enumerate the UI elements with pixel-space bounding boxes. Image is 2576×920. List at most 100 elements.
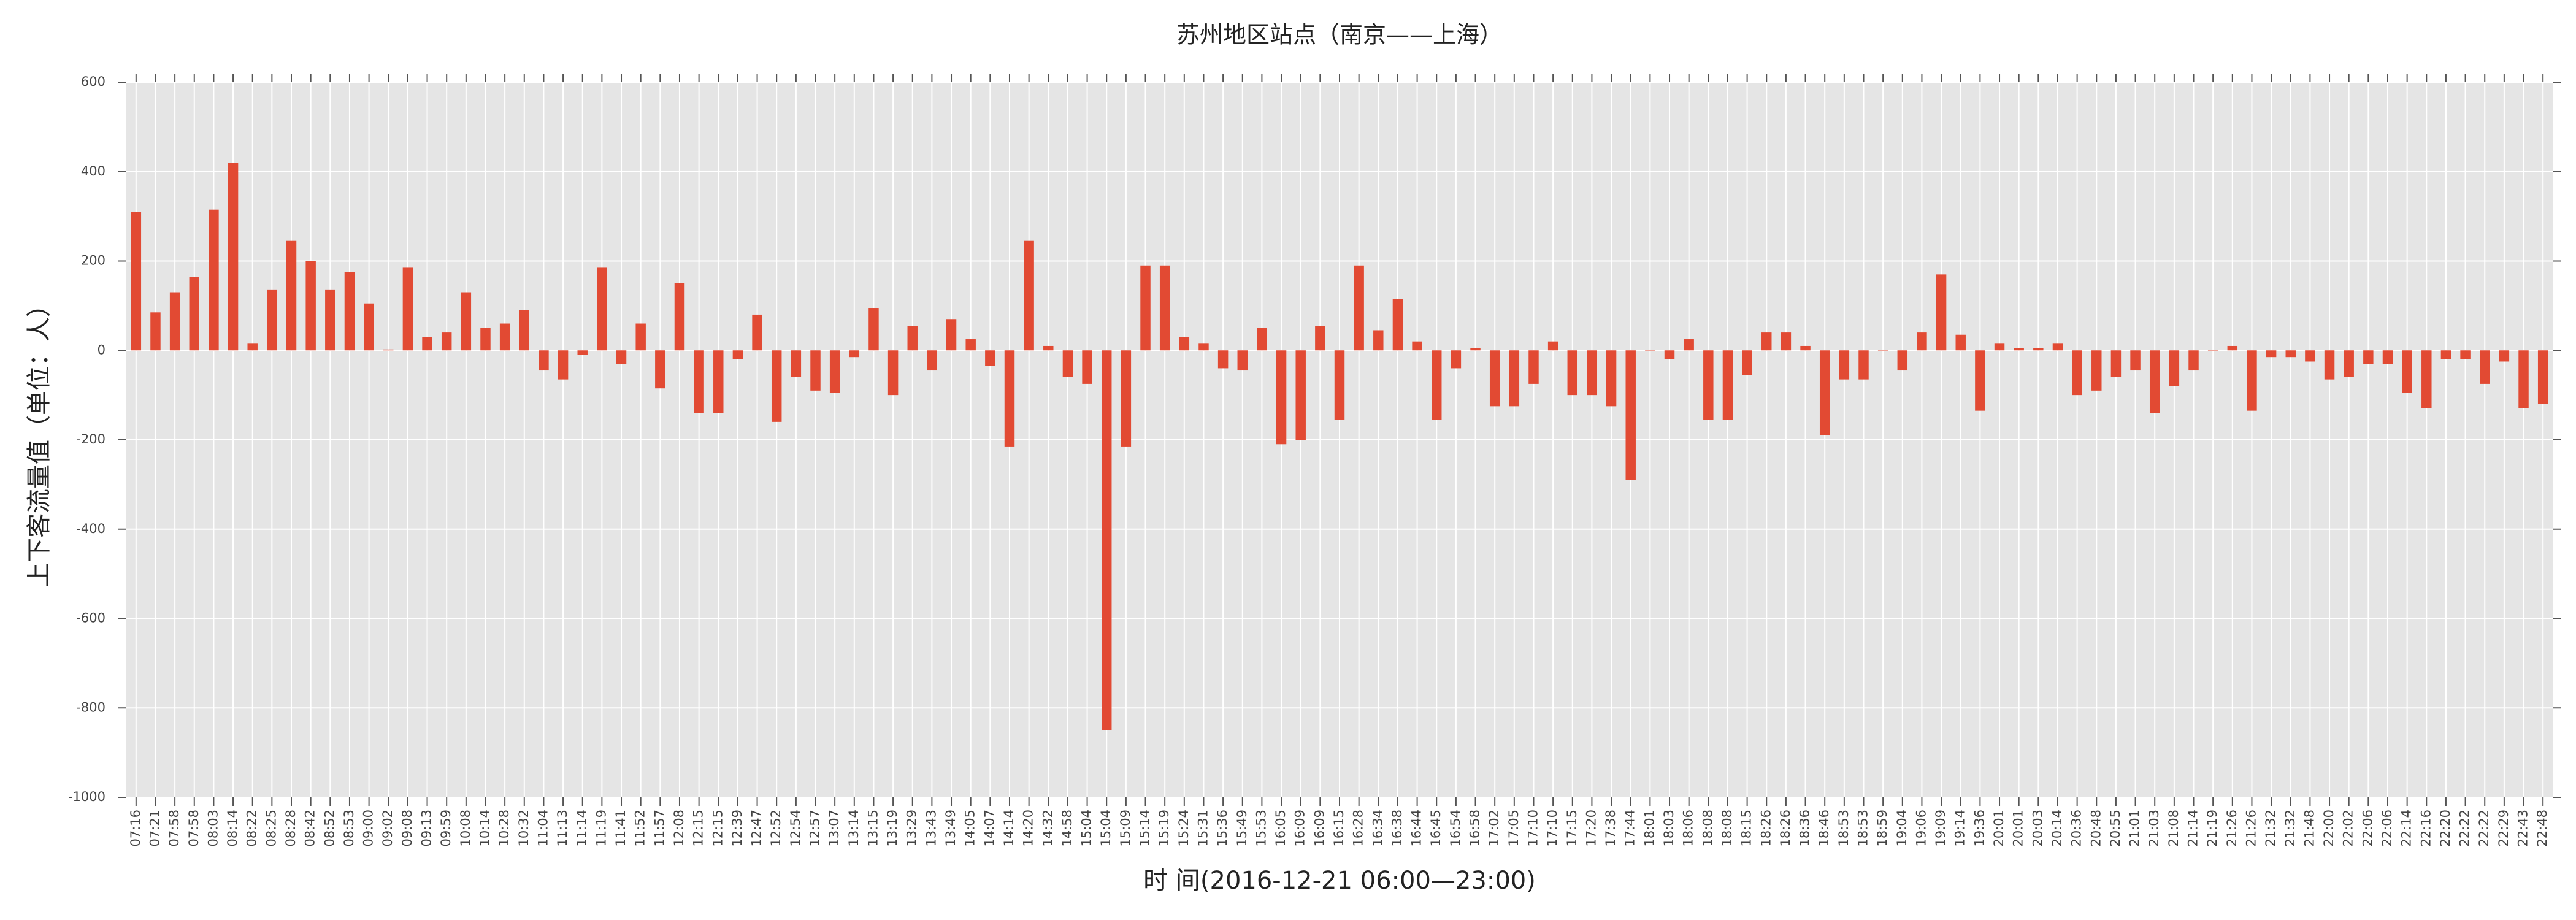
x-tick-label: 12:39 [730,810,745,847]
bar [1373,330,1384,351]
bar [558,350,569,380]
bar [674,283,685,351]
bar [1509,350,1520,407]
x-tick-label: 10:08 [458,810,473,847]
bar [1140,265,1151,351]
x-tick-label: 21:19 [2205,810,2220,847]
bar [1877,350,1888,351]
bar [267,289,277,351]
bar [849,350,860,358]
x-tick-label: 09:02 [380,810,395,847]
bar [1722,350,1733,420]
x-tick-label: 19:06 [1914,810,1928,847]
y-axis-label: 上下客流量值（单位：人） [25,293,53,587]
x-tick-label: 12:08 [672,810,686,847]
bar [2130,350,2141,371]
bar [1392,299,1403,351]
bar [713,350,724,413]
x-tick-label: 18:03 [1662,810,1676,847]
bar [1412,341,1422,351]
x-tick-label: 08:52 [322,810,337,847]
x-tick-label: 21:01 [2128,810,2142,847]
y-tick-label: -600 [76,611,105,626]
x-tick-label: 11:04 [535,810,550,847]
bar [1159,265,1170,351]
x-tick-label: 22:22 [2477,810,2491,847]
bar [1645,350,1655,351]
x-tick-label: 16:28 [1351,810,1366,847]
bar [2091,350,2102,391]
y-tick-label: -800 [76,700,105,715]
x-tick-label: 21:08 [2166,810,2181,847]
x-tick-label: 19:09 [1933,810,1948,847]
bar [1237,350,1248,371]
bar [2440,350,2451,359]
bar [2324,350,2335,380]
x-tick-label: 20:48 [2088,810,2103,847]
x-tick-label: 12:57 [808,810,822,847]
bar [2188,350,2199,371]
bar [2033,348,2044,351]
bar [1217,350,1229,369]
x-tick-label: 18:26 [1778,810,1793,847]
bar [887,350,899,396]
x-tick-label: 13:15 [865,810,880,847]
bar [247,343,258,351]
bar [868,308,879,351]
x-tick-label: 16:58 [1468,810,1482,847]
bar [752,314,762,351]
bar [441,332,452,351]
bar [2537,350,2548,404]
x-tick-label: 16:38 [1390,810,1405,847]
bar [480,328,491,351]
y-tick-label: 600 [81,74,105,89]
x-tick-label: 16:09 [1293,810,1308,847]
bar [539,350,549,371]
bar [2014,348,2024,351]
x-tick-label: 22:06 [2380,810,2394,847]
bar [1587,350,1597,396]
bar [946,319,957,351]
x-tick-label: 08:42 [303,810,318,847]
x-tick-label: 17:10 [1525,810,1540,847]
x-tick-label: 11:19 [594,810,608,847]
x-tick-label: 11:57 [652,810,667,847]
x-tick-label: 07:16 [128,810,143,847]
x-tick-label: 15:36 [1215,810,1230,847]
y-tick-label: 400 [81,164,105,178]
x-tick-label: 22:06 [2360,810,2375,847]
x-tick-label: 15:14 [1138,810,1152,847]
bar [169,292,180,351]
x-tick-label: 22:14 [2399,810,2414,847]
x-tick-label: 12:54 [788,810,803,847]
bar [1276,350,1287,445]
bar [499,323,510,351]
x-axis-label: 时 间(2016-12-21 06:00—23:00) [1143,867,1536,895]
bar [1567,350,1578,396]
x-tick-label: 22:16 [2418,810,2433,847]
x-tick-label: 18:46 [1817,810,1831,847]
x-tick-label: 17:44 [1623,810,1638,847]
bar [635,323,646,351]
x-tick-label: 21:32 [2283,810,2298,847]
x-tick-label: 13:29 [905,810,919,847]
bar [1101,350,1112,730]
bar [1917,332,1927,351]
bar [1179,337,1190,351]
bar [1257,328,1267,351]
bar [1334,350,1345,420]
x-tick-label: 18:06 [1681,810,1696,847]
bar [655,350,665,389]
x-tick-label: 16:34 [1370,810,1385,847]
bar [2363,350,2374,364]
x-tick-label: 22:22 [2458,810,2472,847]
bar [2382,350,2393,364]
bar [2421,350,2432,408]
x-tick-label: 08:22 [245,810,259,847]
x-tick-label: 19:04 [1895,810,1909,847]
x-tick-label: 16:54 [1448,810,1463,847]
x-tick-label: 08:14 [225,810,240,847]
bar [519,310,530,351]
x-tick-label: 09:08 [400,810,415,847]
x-tick-label: 17:05 [1506,810,1521,847]
